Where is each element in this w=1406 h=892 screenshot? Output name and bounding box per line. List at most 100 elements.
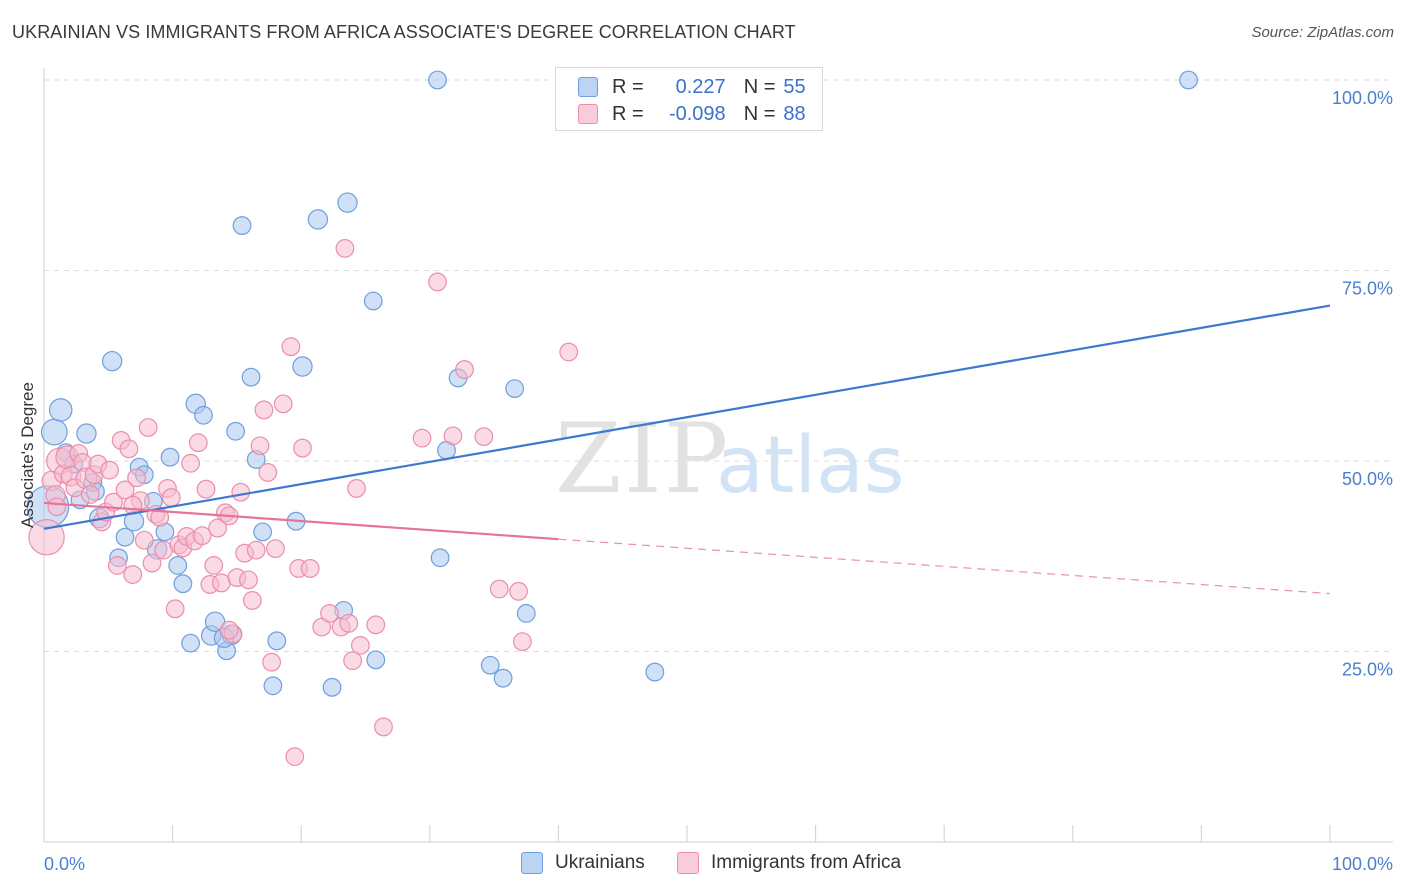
africa-trend-line-dashed — [558, 538, 1331, 595]
africa-point-84 — [559, 342, 579, 362]
africa-point-64 — [293, 438, 312, 458]
legend-swatch-africa — [578, 104, 598, 124]
ukrainian-point-28 — [226, 421, 246, 441]
legend-swatch-ukrainians — [578, 77, 598, 97]
africa-point-69 — [335, 239, 355, 258]
africa-point-54 — [246, 540, 266, 560]
ukrainian-point-30 — [241, 367, 261, 387]
africa-point-52 — [239, 570, 258, 590]
legend-label-africa: Immigrants from Africa — [711, 852, 902, 873]
legend-r-label: R = — [612, 102, 644, 125]
ukrainian-point-33 — [263, 676, 283, 696]
africa-point-16 — [100, 460, 119, 480]
ukrainian-point-11 — [115, 527, 135, 547]
legend-swatch-africa — [677, 852, 699, 874]
ukrainian-point-21 — [181, 633, 201, 653]
africa-point-11 — [80, 485, 100, 504]
x-ticks — [43, 825, 1331, 842]
africa-point-50 — [231, 482, 251, 502]
africa-point-21 — [119, 439, 139, 459]
africa-point-82 — [509, 581, 528, 601]
africa-points — [28, 239, 579, 767]
ukrainian-point-32 — [253, 522, 273, 542]
y-tick-label-100: 100.0% — [1332, 88, 1393, 108]
ukrainian-point-23 — [194, 405, 213, 425]
ukrainian-point-34 — [267, 631, 287, 651]
africa-point-27 — [142, 553, 162, 573]
africa-point-74 — [366, 615, 386, 635]
x-tick-label-max: 100.0% — [1332, 854, 1393, 874]
y-tick-labels: 25.0% 50.0% 75.0% 100.0% — [1332, 88, 1393, 680]
ukrainian-point-18 — [160, 447, 180, 467]
ukrainians-points — [26, 70, 1198, 697]
africa-point-85 — [219, 620, 239, 640]
axes — [43, 68, 1393, 843]
africa-point-83 — [512, 632, 532, 651]
ukrainian-point-47 — [480, 655, 500, 675]
africa-point-81 — [489, 579, 509, 599]
africa-trend-line — [43, 501, 559, 541]
correlation-legend: R = 0.227 N = 55 R = -0.098 N = 88 — [555, 67, 823, 131]
ukrainian-point-6 — [76, 423, 97, 444]
ukrainian-point-20 — [173, 574, 193, 594]
africa-point-20 — [115, 480, 135, 500]
ukrainian-point-42 — [366, 650, 386, 670]
africa-point-78 — [443, 426, 463, 446]
africa-point-40 — [192, 526, 212, 546]
africa-point-87 — [47, 497, 67, 517]
africa-point-43 — [204, 555, 224, 575]
legend-n-label: N = — [743, 75, 776, 98]
africa-point-58 — [262, 652, 282, 672]
ukrainian-point-1 — [40, 418, 68, 446]
africa-point-60 — [273, 394, 293, 414]
legend-item-ukrainians[interactable]: Ukrainians — [521, 852, 645, 874]
africa-point-25 — [134, 530, 154, 550]
x-tick-label-min: 0.0% — [44, 854, 85, 874]
y-tick-label-25: 25.0% — [1342, 660, 1393, 680]
legend-row-ukrainians: R = 0.227 N = 55 — [578, 74, 806, 100]
africa-point-62 — [285, 747, 305, 767]
legend-n-value-ukrainians: 55 — [783, 75, 806, 98]
trend-lines — [43, 304, 1331, 595]
source-label: Source: ZipAtlas.com — [1251, 24, 1394, 41]
africa-point-65 — [300, 559, 320, 578]
africa-point-44 — [208, 518, 228, 538]
africa-point-70 — [339, 613, 359, 633]
ukrainian-point-2 — [48, 398, 73, 422]
africa-point-73 — [350, 636, 370, 655]
africa-point-75 — [374, 717, 393, 737]
africa-point-72 — [347, 479, 366, 498]
ukrainian-point-43 — [428, 70, 447, 90]
legend-n-label: N = — [743, 102, 776, 125]
africa-point-53 — [242, 591, 262, 610]
africa-point-67 — [320, 604, 339, 623]
africa-point-0 — [28, 519, 65, 556]
ukrainian-point-41 — [363, 291, 383, 311]
africa-point-79 — [455, 360, 474, 379]
y-axis-label: Associate's Degree — [18, 382, 37, 528]
legend-item-africa[interactable]: Immigrants from Africa — [677, 852, 901, 874]
africa-point-80 — [474, 427, 494, 447]
africa-point-41 — [196, 479, 216, 499]
ukrainian-point-38 — [322, 677, 342, 697]
africa-point-18 — [107, 555, 127, 575]
ukrainian-point-52 — [1179, 70, 1198, 90]
legend-r-label: R = — [612, 75, 644, 98]
ukrainian-point-51 — [645, 662, 665, 682]
legend-r-value-africa: -0.098 — [668, 102, 726, 125]
legend-label-ukrainians: Ukrainians — [555, 852, 645, 873]
y-tick-label-75: 75.0% — [1342, 279, 1393, 299]
africa-point-22 — [123, 565, 143, 584]
ukrainian-point-19 — [168, 555, 188, 575]
africa-point-59 — [266, 539, 285, 559]
y-tick-label-50: 50.0% — [1342, 469, 1393, 489]
africa-point-71 — [343, 651, 363, 671]
africa-point-56 — [254, 400, 274, 420]
africa-point-57 — [258, 463, 278, 482]
africa-point-61 — [281, 337, 301, 357]
ukrainian-point-29 — [232, 216, 252, 235]
watermark-atlas: atlas — [716, 421, 905, 511]
ukrainians-trend-line — [43, 304, 1331, 530]
africa-point-37 — [181, 453, 201, 473]
